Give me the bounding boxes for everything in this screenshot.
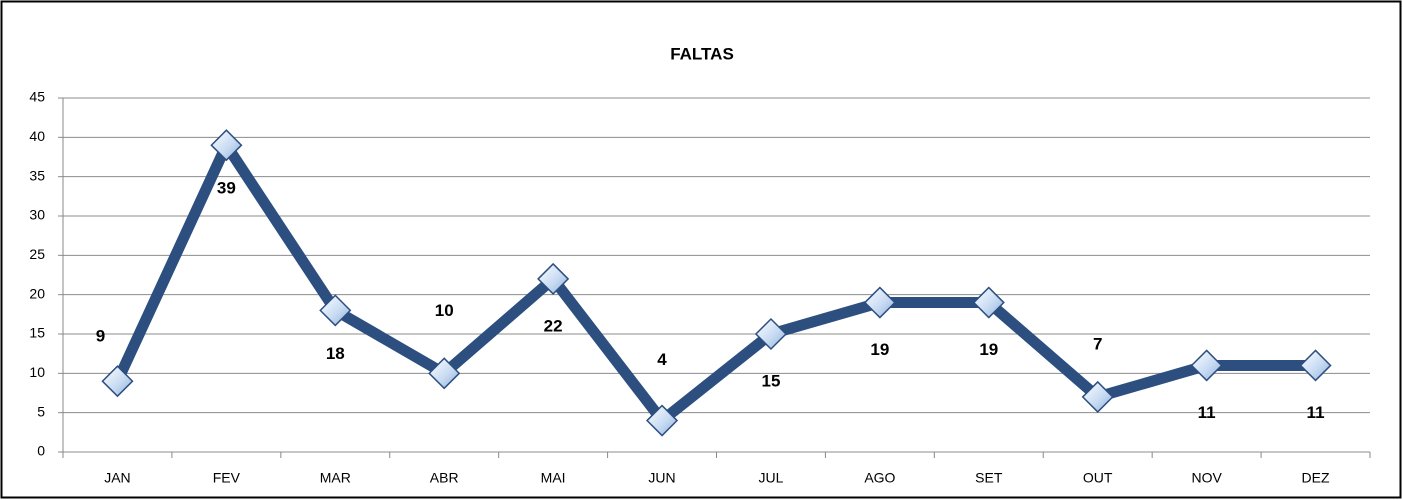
data-label: 10	[435, 301, 454, 320]
y-tick-label: 5	[37, 403, 45, 419]
y-tick-label: 35	[29, 167, 45, 183]
data-label: 15	[761, 371, 780, 390]
y-tick-label: 10	[29, 364, 45, 380]
data-line	[112, 139, 1316, 427]
data-marker	[1299, 349, 1332, 382]
x-tick-label: MAR	[320, 470, 351, 486]
data-label: 11	[1307, 403, 1325, 422]
data-marker	[319, 294, 352, 327]
y-tick-label: 45	[29, 89, 45, 105]
data-marker	[101, 365, 134, 398]
x-tick-label: OUT	[1083, 470, 1113, 486]
data-marker	[754, 317, 788, 351]
chart-title: FALTAS	[670, 44, 734, 63]
plot	[101, 129, 1332, 437]
data-marker	[645, 404, 679, 437]
y-tick-label: 30	[29, 207, 45, 223]
x-tick-label: NOV	[1191, 470, 1222, 486]
data-marker	[1190, 349, 1223, 382]
x-tick-label: SET	[975, 470, 1003, 486]
y-tick-label: 15	[29, 325, 45, 341]
y-tick-label: 0	[37, 443, 45, 459]
x-tick-label: DEZ	[1302, 470, 1330, 486]
y-tick-label: 25	[29, 246, 45, 262]
data-label: 11	[1198, 403, 1216, 422]
data-label: 19	[870, 340, 889, 359]
data-marker	[428, 357, 461, 390]
y-tick-label: 20	[29, 285, 45, 301]
y-tick-label: 40	[29, 128, 45, 144]
x-tick-label: FEV	[213, 470, 241, 486]
data-marker	[972, 286, 1005, 319]
x-tick-label: AGO	[864, 470, 895, 486]
data-marker	[537, 262, 570, 295]
data-label: 18	[326, 344, 345, 363]
data-marker	[210, 129, 243, 162]
data-marker	[1081, 380, 1114, 413]
data-label: 39	[217, 179, 236, 198]
x-tick-label: JUN	[648, 470, 675, 486]
data-label: 22	[544, 316, 563, 335]
x-tick-label: ABR	[430, 470, 459, 486]
data-label: 4	[657, 350, 667, 369]
data-label: 7	[1093, 334, 1102, 353]
data-marker	[863, 286, 896, 319]
data-label: 19	[979, 340, 998, 359]
x-tick-label: MAI	[541, 470, 566, 486]
x-tick-label: JUL	[759, 470, 784, 486]
x-tick-label: JAN	[104, 470, 130, 486]
data-label: 9	[96, 327, 105, 346]
